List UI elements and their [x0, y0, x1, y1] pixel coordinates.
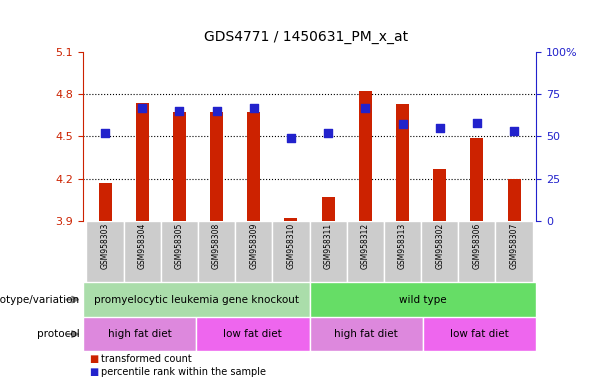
Text: percentile rank within the sample: percentile rank within the sample	[101, 367, 266, 377]
Bar	[83, 317, 196, 351]
Bar	[384, 221, 421, 282]
Text: GSM958304: GSM958304	[138, 223, 147, 269]
Bar	[396, 104, 409, 221]
Text: high fat diet: high fat diet	[335, 329, 398, 339]
Bar	[421, 221, 459, 282]
Bar	[310, 282, 536, 317]
Bar	[433, 169, 446, 221]
Bar	[284, 218, 297, 221]
Bar	[161, 221, 198, 282]
Bar	[508, 179, 520, 221]
Point	[100, 130, 110, 136]
Bar	[359, 91, 372, 221]
Text: GSM958313: GSM958313	[398, 223, 407, 269]
Point	[137, 104, 147, 111]
Text: high fat diet: high fat diet	[108, 329, 171, 339]
Text: protocol: protocol	[37, 329, 80, 339]
Text: GSM958303: GSM958303	[101, 223, 110, 269]
Text: ■: ■	[89, 367, 98, 377]
Point	[435, 125, 444, 131]
Text: GSM958307: GSM958307	[509, 223, 519, 269]
Point	[211, 108, 221, 114]
Text: GSM958310: GSM958310	[286, 223, 295, 269]
Text: genotype/variation: genotype/variation	[0, 295, 80, 305]
Bar	[86, 221, 124, 282]
Point	[398, 121, 408, 127]
Bar	[423, 317, 536, 351]
Text: GSM958309: GSM958309	[249, 223, 258, 269]
Text: transformed count: transformed count	[101, 354, 192, 364]
Text: low fat diet: low fat diet	[224, 329, 282, 339]
Bar	[173, 113, 186, 221]
Text: ■: ■	[89, 354, 98, 364]
Bar	[272, 221, 310, 282]
Bar	[495, 221, 533, 282]
Text: GSM958306: GSM958306	[473, 223, 481, 269]
Bar	[99, 183, 112, 221]
Bar	[196, 317, 310, 351]
Bar	[470, 138, 484, 221]
Text: GSM958312: GSM958312	[361, 223, 370, 269]
Bar	[310, 221, 347, 282]
Bar	[347, 221, 384, 282]
Bar	[235, 221, 272, 282]
Text: wild type: wild type	[399, 295, 447, 305]
Text: GSM958308: GSM958308	[212, 223, 221, 269]
Text: low fat diet: low fat diet	[451, 329, 509, 339]
Bar	[247, 113, 261, 221]
Point	[472, 120, 482, 126]
Bar	[135, 103, 149, 221]
Text: GDS4771 / 1450631_PM_x_at: GDS4771 / 1450631_PM_x_at	[205, 30, 408, 44]
Point	[323, 130, 333, 136]
Bar	[83, 282, 310, 317]
Text: GSM958302: GSM958302	[435, 223, 444, 269]
Bar	[459, 221, 495, 282]
Point	[509, 128, 519, 134]
Point	[175, 108, 185, 114]
Bar	[124, 221, 161, 282]
Bar	[210, 113, 223, 221]
Point	[249, 104, 259, 111]
Point	[286, 135, 296, 141]
Text: GSM958305: GSM958305	[175, 223, 184, 269]
Bar	[322, 197, 335, 221]
Bar	[198, 221, 235, 282]
Text: promyelocytic leukemia gene knockout: promyelocytic leukemia gene knockout	[94, 295, 299, 305]
Point	[360, 104, 370, 111]
Text: GSM958311: GSM958311	[324, 223, 333, 269]
Bar	[310, 317, 423, 351]
